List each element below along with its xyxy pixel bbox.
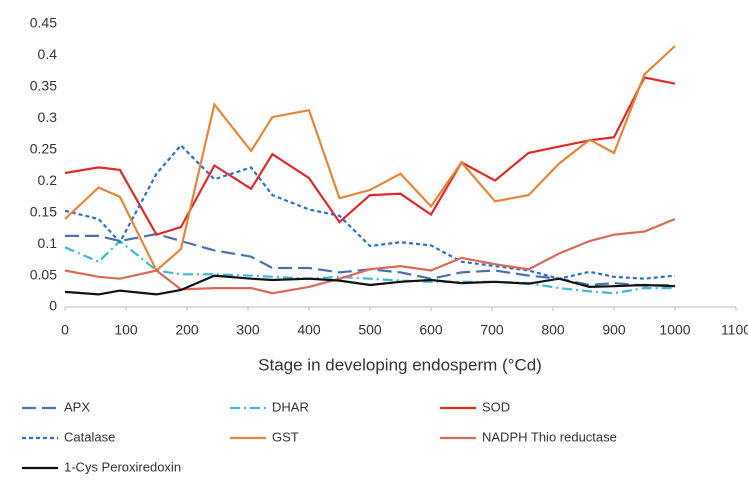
y-tick-label: 0.45 — [30, 15, 57, 31]
series-line — [64, 143, 676, 280]
y-tick-label: 0 — [49, 298, 57, 314]
x-tick-label: 600 — [419, 322, 443, 338]
legend-label: Catalase — [64, 429, 115, 444]
x-tick-label: 0 — [61, 322, 69, 338]
x-tick-label: 800 — [541, 322, 565, 338]
series-line — [64, 45, 676, 273]
x-tick-label: 700 — [480, 322, 504, 338]
series-line — [64, 274, 676, 296]
legend-label: SOD — [482, 399, 510, 414]
x-tick-label: 900 — [602, 322, 626, 338]
x-tick-label: 300 — [236, 322, 260, 338]
series-line — [64, 76, 676, 237]
x-tick-label: 500 — [358, 322, 382, 338]
y-tick-label: 0.15 — [30, 203, 57, 219]
legend-label: GST — [272, 429, 299, 444]
x-tick-label: 400 — [297, 322, 321, 338]
y-tick-label: 0.25 — [30, 140, 57, 156]
y-tick-label: 0.35 — [30, 78, 57, 94]
legend-label: DHAR — [272, 399, 309, 414]
y-tick-label: 0.1 — [38, 235, 58, 251]
series-line — [64, 217, 676, 295]
legend-label: NADPH Thio reductase — [482, 429, 617, 444]
x-tick-label: 1000 — [659, 322, 690, 338]
y-tick-label: 0.2 — [38, 172, 58, 188]
y-tick-label: 0.05 — [30, 266, 57, 282]
y-tick-label: 0.3 — [38, 109, 58, 125]
x-tick-label: 1100 — [721, 322, 748, 338]
series-line — [64, 239, 675, 295]
legend-label: APX — [64, 399, 90, 414]
y-tick-label: 0.4 — [38, 46, 58, 62]
x-axis-title: Stage in developing endosperm (°Cd) — [258, 355, 542, 374]
x-tick-label: 100 — [114, 322, 138, 338]
x-tick-label: 200 — [175, 322, 199, 338]
legend-label: 1-Cys Peroxiredoxin — [64, 459, 181, 474]
